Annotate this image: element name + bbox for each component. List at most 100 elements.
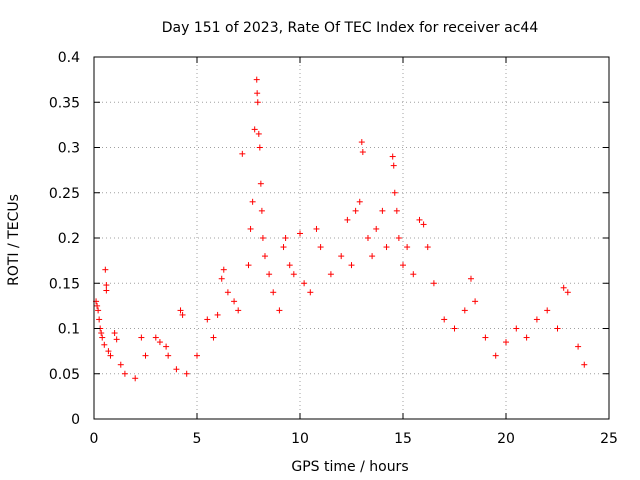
grid-lines <box>94 57 609 419</box>
y-tick-label: 0.25 <box>49 186 80 202</box>
data-point <box>259 235 266 241</box>
data-point <box>103 287 110 294</box>
data-point <box>254 90 261 97</box>
data-point <box>220 266 227 273</box>
data-point <box>183 370 190 377</box>
data-point <box>554 325 561 332</box>
data-point <box>286 262 293 269</box>
data-point <box>102 266 109 273</box>
data-point <box>101 341 108 348</box>
data-point <box>138 334 145 341</box>
data-point <box>441 316 448 323</box>
data-point <box>313 225 320 232</box>
data-point <box>261 253 268 260</box>
data-point <box>163 343 170 350</box>
data-point <box>245 262 252 269</box>
data-point <box>389 153 396 160</box>
data-point <box>276 307 283 314</box>
data-point <box>424 244 431 251</box>
y-tick-labels: 0 0.05 0.1 0.15 0.2 0.25 0.3 0.35 0.4 <box>49 50 80 428</box>
data-point <box>400 262 406 269</box>
data-point <box>358 139 365 146</box>
data-point <box>430 280 437 287</box>
data-point <box>105 348 112 355</box>
data-point <box>121 370 128 377</box>
data-point <box>348 262 355 269</box>
x-axis-title: GPS time / hours <box>291 459 408 475</box>
data-point <box>492 352 499 359</box>
data-point <box>165 352 172 359</box>
data-point <box>393 207 400 214</box>
data-point <box>395 235 402 241</box>
data-point <box>564 289 571 296</box>
data-point <box>301 280 308 287</box>
plot-frame <box>93 56 610 420</box>
data-points <box>93 76 588 382</box>
x-tick-label: 5 <box>193 431 202 447</box>
data-point <box>383 244 390 251</box>
data-point <box>352 207 359 214</box>
data-point <box>513 325 520 332</box>
data-point <box>113 336 120 343</box>
y-tick-label: 0.1 <box>58 322 80 338</box>
data-point <box>317 244 324 251</box>
data-point <box>270 289 277 296</box>
data-point <box>132 375 139 382</box>
data-point <box>327 271 334 278</box>
data-point <box>282 235 289 241</box>
data-point <box>390 162 397 169</box>
x-tick-label: 15 <box>394 431 412 447</box>
x-tick-label: 10 <box>291 431 309 447</box>
data-point <box>173 366 180 373</box>
data-point <box>247 225 254 232</box>
data-point <box>239 150 246 157</box>
data-point <box>266 271 273 278</box>
data-point <box>451 325 458 332</box>
data-point <box>297 230 303 237</box>
data-point <box>482 334 489 341</box>
data-point <box>256 144 263 151</box>
y-axis-title: ROTI / TECUs <box>6 194 22 286</box>
data-point <box>404 244 411 251</box>
data-point <box>467 275 474 282</box>
data-point <box>94 302 101 309</box>
data-point <box>152 334 159 341</box>
data-point <box>364 235 371 241</box>
data-point <box>95 307 102 314</box>
data-point <box>255 130 262 137</box>
data-point <box>156 339 163 346</box>
data-point <box>307 289 314 296</box>
data-point <box>472 298 479 305</box>
data-point <box>253 76 260 83</box>
data-point <box>235 307 242 314</box>
data-point <box>338 253 345 260</box>
data-point <box>503 339 509 346</box>
y-tick-label: 0.4 <box>58 50 80 66</box>
data-point <box>391 189 398 196</box>
data-point <box>544 307 551 314</box>
data-point <box>369 253 376 260</box>
data-point <box>560 284 567 291</box>
data-point <box>523 334 530 341</box>
data-point <box>249 198 256 205</box>
data-point <box>218 275 225 282</box>
data-point <box>224 289 231 296</box>
data-point <box>257 180 264 187</box>
y-tick-label: 0.2 <box>58 231 80 247</box>
data-point <box>344 216 351 223</box>
y-tick-label: 0.35 <box>49 95 80 111</box>
data-point <box>210 334 217 341</box>
data-point <box>142 352 149 359</box>
data-point <box>280 244 287 251</box>
x-tick-label: 20 <box>497 431 515 447</box>
x-tick-labels: 0 5 10 15 20 25 <box>90 431 618 447</box>
data-point <box>194 352 200 359</box>
data-point <box>373 225 380 232</box>
data-point <box>254 99 261 106</box>
data-point <box>356 198 363 205</box>
data-point <box>410 271 417 278</box>
data-point <box>111 330 118 337</box>
data-point <box>231 298 238 305</box>
data-point <box>575 343 582 350</box>
